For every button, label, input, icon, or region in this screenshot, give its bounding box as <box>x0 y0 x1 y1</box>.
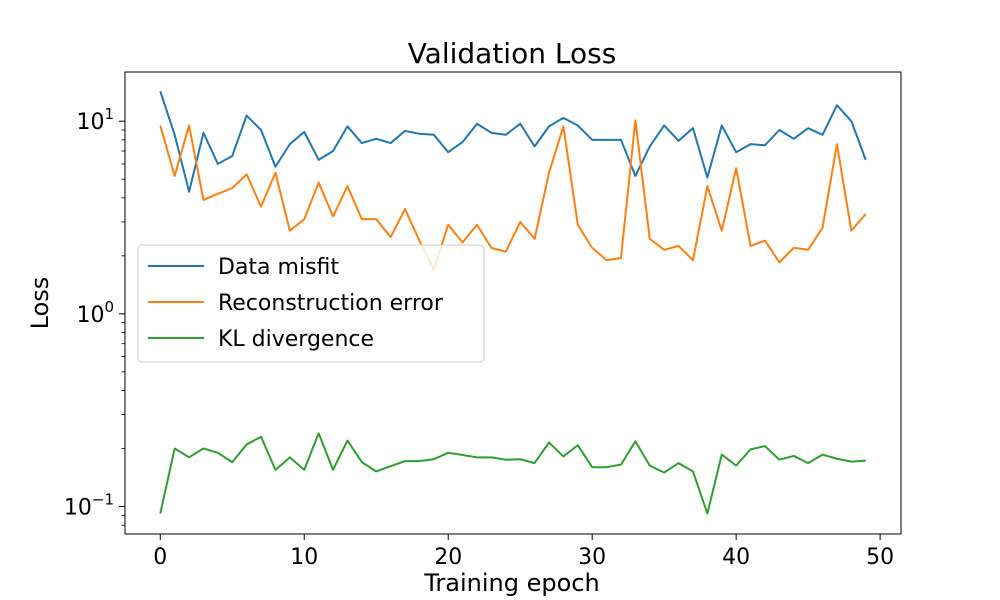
y-axis-label: Loss <box>26 277 54 330</box>
x-axis-label: Training epoch <box>423 569 599 597</box>
legend-box <box>137 244 485 363</box>
x-tick-label: 40 <box>722 545 750 570</box>
plot-area-frame <box>124 71 902 535</box>
x-axis: 0 10 20 30 40 50 <box>153 534 894 570</box>
x-tick-label: 0 <box>153 545 167 570</box>
x-tick-label: 30 <box>578 545 606 570</box>
x-tick-label: 50 <box>866 545 894 570</box>
series-line-2 <box>159 432 866 515</box>
chart-title: Validation Loss <box>408 37 617 70</box>
x-tick-label: 20 <box>434 545 462 570</box>
legend-label: Reconstruction error <box>218 291 444 316</box>
legend: Data misfit Reconstruction error KL diverg… <box>137 244 485 363</box>
plot-lines <box>159 90 867 515</box>
legend-label: KL divergence <box>218 327 374 352</box>
legend-label: Data misfit <box>218 255 339 280</box>
x-tick-label: 10 <box>290 545 318 570</box>
y-tick-label: 10−1 <box>64 491 114 521</box>
series-line-1 <box>159 119 867 271</box>
y-axis: 101 100 10−1 <box>64 105 125 526</box>
y-tick-label: 100 <box>76 298 114 328</box>
series-line-0 <box>159 90 867 193</box>
y-tick-label: 101 <box>76 105 114 135</box>
